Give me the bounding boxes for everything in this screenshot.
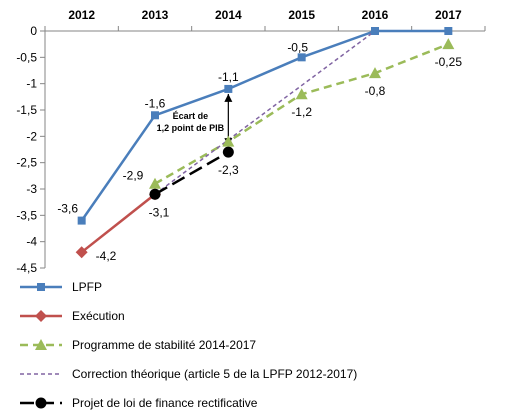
data-label: -1,2 bbox=[291, 105, 312, 119]
legend-label: Correction théorique (article 5 de la LP… bbox=[72, 366, 358, 381]
data-point-square bbox=[444, 27, 453, 35]
data-point-square bbox=[297, 53, 306, 62]
data-point-square bbox=[224, 84, 233, 93]
data-point-diamond bbox=[35, 309, 47, 322]
series-lines bbox=[80, 29, 449, 254]
legend-swatch bbox=[20, 372, 62, 375]
y-tick-label: -0,5 bbox=[16, 50, 37, 64]
y-tick-label: -2 bbox=[26, 129, 37, 143]
legend-swatch bbox=[20, 309, 62, 322]
y-tick-label: -1 bbox=[26, 77, 37, 91]
x-tick-label: 2016 bbox=[362, 8, 389, 22]
data-label: -2,3 bbox=[218, 163, 239, 177]
x-tick-label: 2017 bbox=[435, 8, 462, 22]
data-point-triangle bbox=[149, 177, 161, 189]
data-point-triangle bbox=[369, 67, 381, 79]
data-point-circle bbox=[35, 397, 47, 408]
data-labels: -3,6 -1,6 -1,1 -0,5 -4,2 -2,9 -1,2 -0,8 -0,25 -3,… bbox=[57, 40, 462, 263]
legend-swatch bbox=[20, 282, 62, 291]
legend-label: Projet de loi de finance rectificative bbox=[72, 395, 258, 410]
data-point-square bbox=[77, 216, 86, 225]
data-point-diamond bbox=[75, 246, 88, 259]
data-point-square bbox=[371, 27, 379, 35]
data-point-circle bbox=[222, 146, 234, 158]
series-line-4 bbox=[154, 151, 229, 196]
data-label: -0,5 bbox=[287, 40, 308, 54]
data-point-square bbox=[151, 111, 159, 120]
gap-arrowhead-up bbox=[224, 93, 233, 102]
y-tick-label: -4,5 bbox=[16, 261, 37, 275]
series-line-3 bbox=[154, 30, 376, 195]
data-label: -1,6 bbox=[145, 96, 166, 110]
data-label: -0,8 bbox=[365, 84, 386, 98]
x-tick-label: 2012 bbox=[68, 8, 95, 22]
legend-item: Correction théorique (article 5 de la LP… bbox=[18, 359, 498, 388]
y-tick-label: -3 bbox=[26, 182, 37, 196]
y-tick-label: 0 bbox=[30, 24, 37, 38]
legend-item: Programme de stabilité 2014-2017 bbox=[18, 330, 498, 359]
legend-item: Projet de loi de finance rectificative bbox=[18, 388, 498, 417]
data-label: -3,1 bbox=[149, 205, 170, 219]
chart-legend: LPFP Exécution Programme de stabilité 2014… bbox=[18, 272, 498, 417]
legend-swatch bbox=[20, 338, 62, 350]
data-label: -3,6 bbox=[57, 202, 78, 216]
x-tick-label: 2015 bbox=[288, 8, 315, 22]
y-tick-label: -3,5 bbox=[16, 208, 37, 222]
x-tick-label: 2014 bbox=[215, 8, 242, 22]
legend-item: LPFP bbox=[18, 272, 498, 301]
data-point-triangle bbox=[442, 38, 455, 50]
legend-label: LPFP bbox=[72, 279, 103, 294]
legend-item: Exécution bbox=[18, 301, 498, 330]
data-label: -2,9 bbox=[123, 169, 144, 183]
data-label: -0,25 bbox=[435, 55, 463, 69]
data-point-triangle bbox=[295, 88, 308, 100]
y-tick-label: -2,5 bbox=[16, 156, 37, 170]
gap-annotation-text: Écart de bbox=[173, 111, 209, 121]
gap-annotation-text: 1,2 point de PIB bbox=[157, 123, 225, 133]
data-label: -4,2 bbox=[96, 249, 117, 263]
series-markers bbox=[75, 27, 455, 259]
data-point-triangle bbox=[35, 338, 47, 350]
y-tick-label: -1,5 bbox=[16, 103, 37, 117]
data-point-square bbox=[37, 282, 45, 291]
legend-swatch bbox=[20, 397, 62, 408]
y-tick-label: -4 bbox=[26, 235, 37, 249]
chart-axes: 2012 2013 2014 2015 2016 2017 0 -0,5 -1 -1,5 -2 -2,… bbox=[16, 8, 486, 275]
x-tick-label: 2013 bbox=[142, 8, 169, 22]
data-label: -1,1 bbox=[218, 70, 239, 84]
legend-label: Exécution bbox=[72, 308, 125, 323]
data-point-triangle bbox=[222, 135, 235, 147]
legend-label: Programme de stabilité 2014-2017 bbox=[72, 337, 257, 352]
series-line-1 bbox=[80, 193, 156, 254]
data-point-circle bbox=[149, 188, 161, 200]
series-line-0 bbox=[80, 29, 449, 222]
